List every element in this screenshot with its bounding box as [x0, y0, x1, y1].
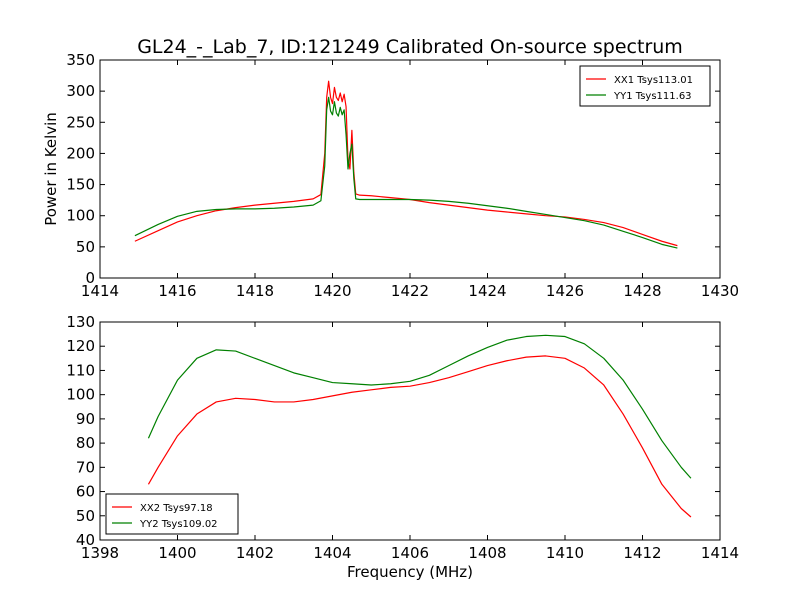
series-lines: [147, 334, 692, 518]
x-tick-label: 1410: [546, 544, 584, 562]
legend-label: XX2 Tsys97.18: [140, 503, 213, 514]
legend-box: [105, 493, 239, 535]
x-tick-label: 1412: [623, 544, 661, 562]
series-line-2: [134, 96, 678, 249]
x-tick-label: 1422: [391, 282, 429, 300]
x-axis-label: Frequency (MHz): [347, 563, 473, 581]
series-line-1: [134, 80, 678, 247]
legend-label: YY1 Tsys111.63: [613, 91, 692, 102]
y-tick-label: 350: [66, 51, 95, 69]
x-tick-label: 1414: [701, 544, 739, 562]
x-tick-label: 1430: [701, 282, 739, 300]
figure-title: GL24_-_Lab_7, ID:121249 Calibrated On-so…: [137, 36, 683, 58]
x-tick-label: 1398: [81, 544, 119, 562]
y-tick-label: 300: [66, 82, 95, 100]
x-tick-label: 1426: [546, 282, 584, 300]
series-line-1: [147, 355, 692, 518]
x-tick-label: 1428: [623, 282, 661, 300]
y-tick-label: 250: [66, 113, 95, 131]
y-tick-label: 70: [76, 458, 95, 476]
y-tick-label: 50: [76, 507, 95, 525]
x-tick-label: 1416: [158, 282, 196, 300]
legend: XX2 Tsys97.18 YY2 Tsys109.02: [105, 493, 239, 535]
y-tick-label: 80: [76, 434, 95, 452]
series-lines: [134, 80, 678, 249]
plot-panel-2: 1398 1400 1402 1404 1406 1408 1410 1412 1414 40 50…: [66, 313, 739, 581]
x-tick-label: 1402: [236, 544, 274, 562]
y-tick-label: 60: [76, 483, 95, 501]
legend-label: YY2 Tsys109.02: [139, 519, 218, 530]
legend: XX1 Tsys113.01 YY1 Tsys111.63: [579, 65, 711, 107]
x-tick-label: 1400: [158, 544, 196, 562]
series-line-2: [147, 334, 692, 479]
x-tick-label: 1408: [468, 544, 506, 562]
y-tick-label: 90: [76, 410, 95, 428]
x-tick-label: 1406: [391, 544, 429, 562]
y-tick-label: 110: [66, 361, 95, 379]
legend-label: XX1 Tsys113.01: [614, 75, 693, 86]
plot-panel-1: 1414 1416 1418 1420 1422 1424 1426 1428 1430 0 50 1…: [42, 51, 739, 300]
x-tick-label: 1404: [313, 544, 351, 562]
x-tick-label: 1420: [313, 282, 351, 300]
x-tick-label: 1424: [468, 282, 506, 300]
plot-panels: 1414 1416 1418 1420 1422 1424 1426 1428 14300501…: [42, 51, 739, 581]
y-tick-label: 150: [66, 176, 95, 194]
x-tick-label: 1414: [81, 282, 119, 300]
legend-box: [579, 65, 711, 107]
y-axis-label: Power in Kelvin: [42, 112, 60, 226]
y-tick-label: 100: [66, 386, 95, 404]
x-tick-label: 1418: [236, 282, 274, 300]
y-tick-label: 130: [66, 313, 95, 331]
y-tick-label: 0: [85, 269, 95, 287]
y-tick-label: 100: [66, 207, 95, 225]
y-tick-label: 40: [76, 531, 95, 549]
y-tick-label: 200: [66, 144, 95, 162]
y-tick-label: 120: [66, 337, 95, 355]
y-tick-label: 50: [76, 238, 95, 256]
